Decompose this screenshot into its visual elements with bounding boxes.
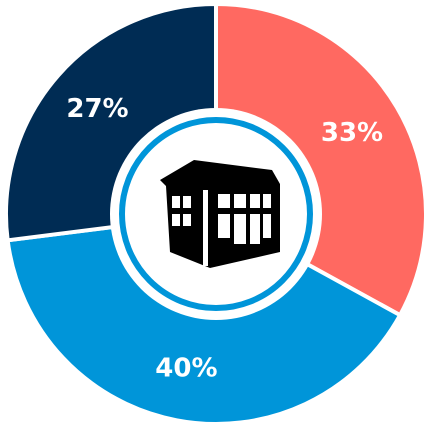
value-label: 40% <box>155 354 217 384</box>
value-label: 27% <box>66 94 128 124</box>
value-label: 33% <box>321 118 383 148</box>
center-ring <box>119 117 313 311</box>
building-icon <box>160 160 280 268</box>
